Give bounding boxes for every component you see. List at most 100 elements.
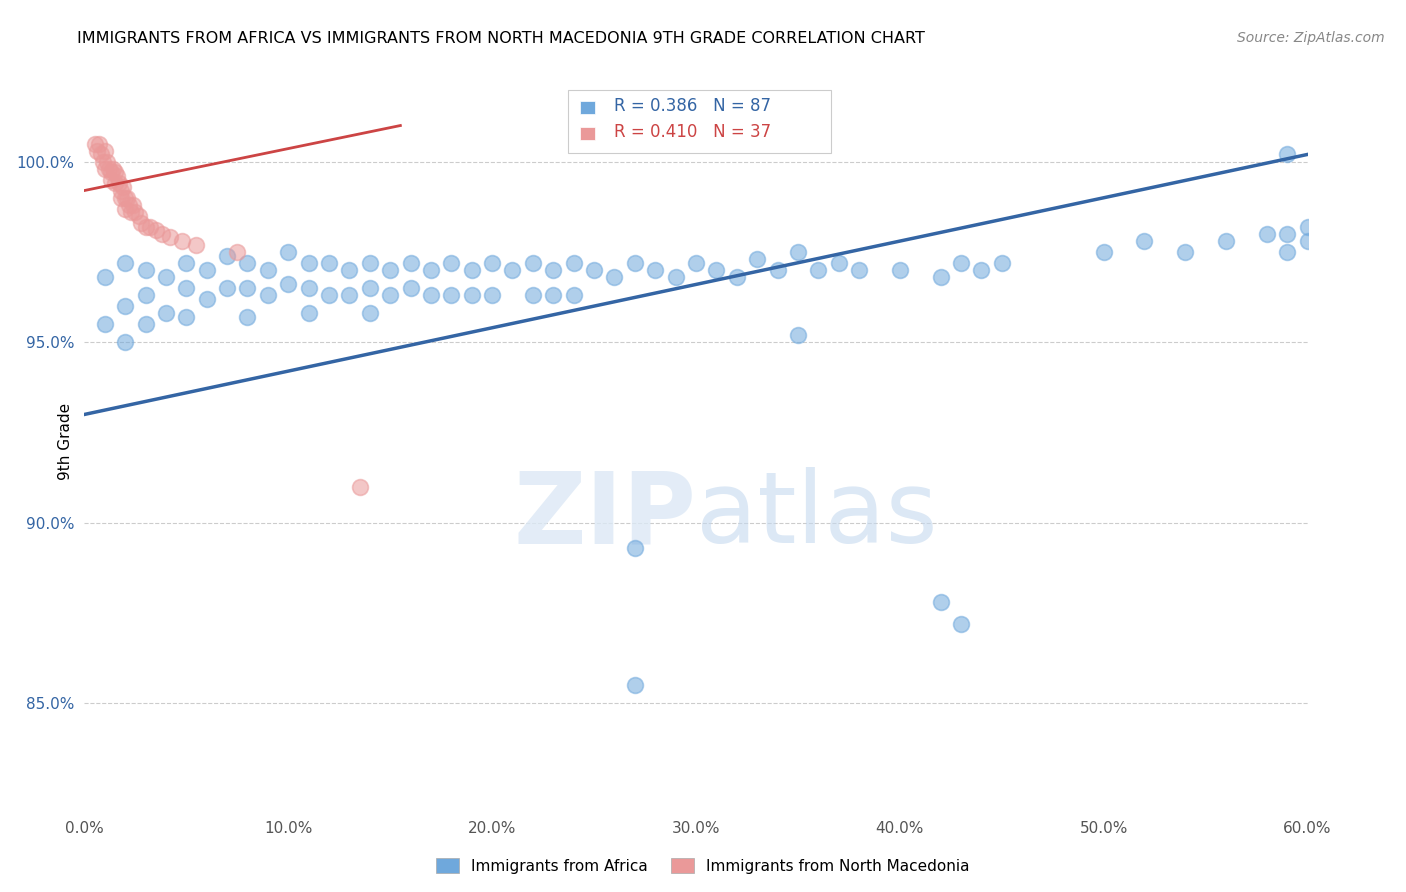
Point	[562, 256, 585, 270]
Point	[145, 223, 167, 237]
Point	[104, 165, 127, 179]
Point	[91, 154, 114, 169]
Point	[399, 256, 422, 270]
Point	[929, 270, 952, 285]
Point	[174, 256, 197, 270]
Text: ZIP: ZIP	[513, 467, 696, 564]
Point	[889, 263, 911, 277]
Point	[848, 263, 870, 277]
Point	[624, 678, 647, 692]
Text: Source: ZipAtlas.com: Source: ZipAtlas.com	[1237, 31, 1385, 45]
Point	[114, 256, 136, 270]
Point	[97, 161, 120, 176]
Point	[807, 263, 830, 277]
Bar	[579, 127, 595, 140]
Point	[298, 256, 321, 270]
Point	[96, 154, 118, 169]
Point	[186, 237, 208, 252]
Point	[828, 256, 851, 270]
Point	[122, 198, 145, 212]
Point	[135, 288, 157, 302]
Point	[1296, 234, 1319, 248]
Point	[644, 263, 666, 277]
Point	[155, 306, 177, 320]
Point	[155, 270, 177, 285]
Bar	[579, 101, 595, 114]
Point	[93, 144, 115, 158]
Point	[150, 227, 173, 241]
Point	[101, 161, 124, 176]
Point	[131, 216, 153, 230]
Point	[1215, 234, 1237, 248]
Point	[481, 288, 503, 302]
Text: R = 0.410   N = 37: R = 0.410 N = 37	[614, 123, 770, 141]
Point	[502, 263, 524, 277]
Point	[349, 480, 371, 494]
Point	[93, 270, 115, 285]
Point	[298, 306, 321, 320]
Point	[950, 616, 973, 631]
Point	[135, 263, 157, 277]
Point	[174, 281, 197, 295]
Point	[93, 317, 115, 331]
Point	[138, 219, 160, 234]
Point	[1256, 227, 1278, 241]
Point	[970, 263, 993, 277]
Point	[787, 328, 810, 343]
Point	[110, 184, 132, 198]
Point	[1092, 244, 1115, 259]
FancyBboxPatch shape	[568, 90, 831, 153]
Point	[128, 209, 150, 223]
Point	[440, 288, 463, 302]
Point	[159, 230, 181, 244]
Point	[522, 288, 544, 302]
Point	[1277, 227, 1299, 241]
Point	[420, 288, 443, 302]
Point	[665, 270, 688, 285]
Point	[543, 263, 565, 277]
Point	[114, 335, 136, 350]
Point	[766, 263, 789, 277]
Point	[135, 317, 157, 331]
Point	[1277, 244, 1299, 259]
Point	[359, 256, 381, 270]
Point	[120, 205, 142, 219]
Point	[420, 263, 443, 277]
Point	[114, 299, 136, 313]
Point	[114, 202, 136, 216]
Point	[991, 256, 1014, 270]
Point	[318, 256, 340, 270]
Point	[277, 277, 299, 292]
Point	[380, 263, 402, 277]
Point	[226, 244, 249, 259]
Point	[603, 270, 626, 285]
Point	[87, 136, 110, 151]
Point	[115, 191, 138, 205]
Point	[929, 595, 952, 609]
Point	[100, 172, 122, 186]
Point	[725, 270, 748, 285]
Point	[399, 281, 422, 295]
Point	[100, 165, 122, 179]
Point	[339, 288, 361, 302]
Point	[543, 288, 565, 302]
Point	[359, 306, 381, 320]
Point	[86, 144, 108, 158]
Point	[118, 198, 141, 212]
Point	[135, 219, 157, 234]
Point	[1296, 219, 1319, 234]
Point	[277, 244, 299, 259]
Point	[257, 288, 280, 302]
Point	[481, 256, 503, 270]
Point	[124, 205, 146, 219]
Point	[583, 263, 606, 277]
Point	[236, 281, 259, 295]
Point	[359, 281, 381, 295]
Point	[1133, 234, 1156, 248]
Point	[787, 244, 810, 259]
Text: atlas: atlas	[696, 467, 938, 564]
Point	[461, 288, 484, 302]
Point	[93, 161, 115, 176]
Point	[522, 256, 544, 270]
Point	[298, 281, 321, 295]
